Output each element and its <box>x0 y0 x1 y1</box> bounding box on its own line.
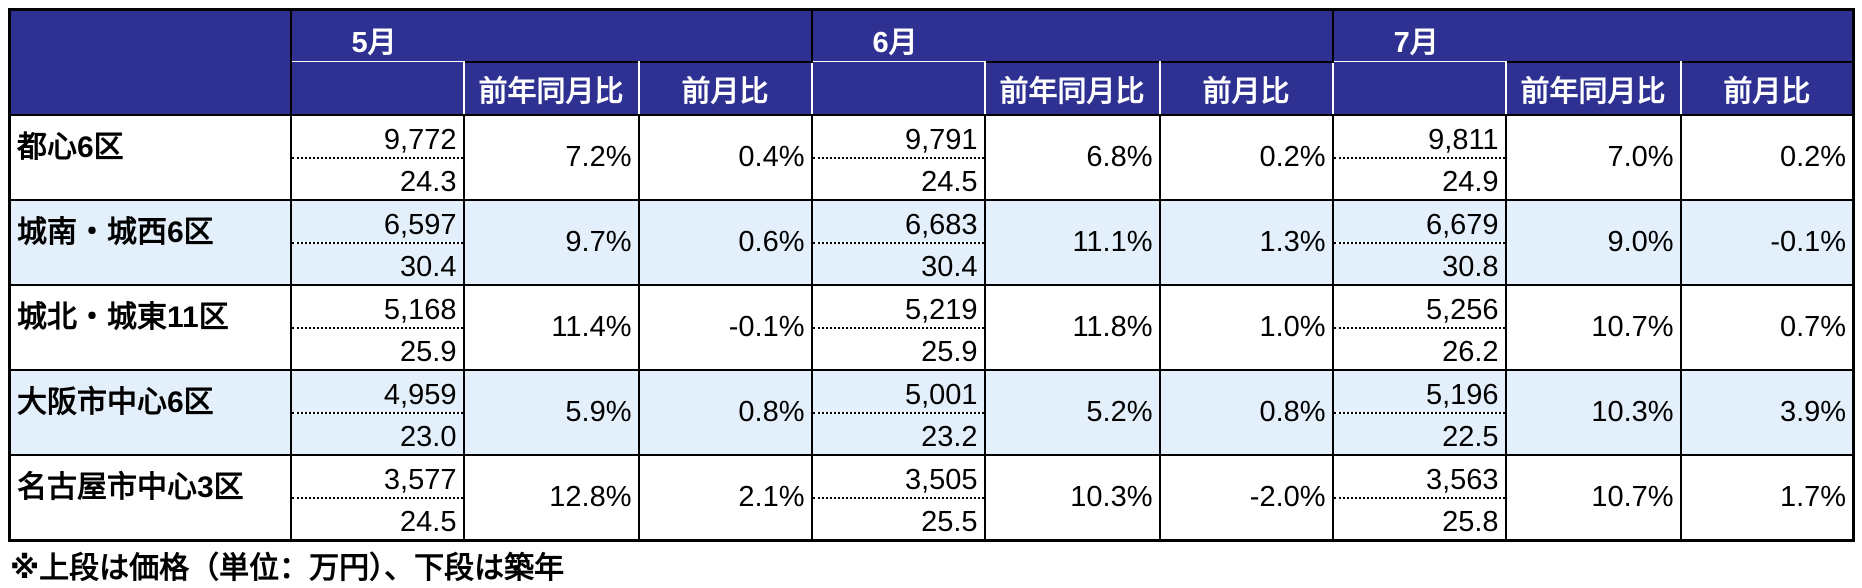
data-row-sub: 23.0 23.2 22.5 <box>10 413 1854 456</box>
yoy-cell: 9.7% <box>462 199 640 286</box>
yoy-cell: 6.8% <box>983 114 1161 201</box>
yoy-cell: 7.0% <box>1504 114 1682 201</box>
price-table: 5月 6月 7月 前年同月比 前月比 前年同月比 前月比 前年同月比 前月比 都心6区 9,772 7… <box>8 8 1856 542</box>
price-cell: 5,196 <box>1331 369 1507 414</box>
yoy-cell: 10.3% <box>983 454 1161 541</box>
data-row: 大阪市中心6区 4,959 5.9% 0.8% 5,001 5.2% 0.8% 5,196 10… <box>8 369 1855 456</box>
mom-cell: 3.9% <box>1679 369 1855 456</box>
age-cell: 25.9 <box>810 328 986 371</box>
yoy-cell: 12.8% <box>462 454 640 541</box>
price-cell: 9,772 <box>289 114 465 159</box>
data-row: 名古屋市中心3区 3,577 12.8% 2.1% 3,505 10.3% -2.0% 3,5… <box>8 454 1855 541</box>
price-cell: 6,683 <box>810 199 986 244</box>
price-cell: 3,563 <box>1331 454 1507 499</box>
area-name: 城北・城東11区 <box>8 284 292 371</box>
age-cell: 30.8 <box>1331 243 1507 286</box>
mom-cell: 0.8% <box>1158 369 1334 456</box>
price-cell: 9,791 <box>810 114 986 159</box>
data-row-sub: 24.5 25.5 25.8 <box>10 498 1854 541</box>
age-cell: 26.2 <box>1331 328 1507 371</box>
subheader: 前年同月比 <box>1504 61 1682 116</box>
area-name: 名古屋市中心3区 <box>8 454 292 541</box>
yoy-cell: 10.7% <box>1504 454 1682 541</box>
yoy-cell: 11.1% <box>983 199 1161 286</box>
area-name: 城南・城西6区 <box>8 199 292 286</box>
subheader: 前月比 <box>1679 61 1855 116</box>
corner-cell <box>8 8 292 116</box>
subheader: 前年同月比 <box>983 61 1161 116</box>
mom-cell: 0.2% <box>1158 114 1334 201</box>
mom-cell: 2.1% <box>637 454 813 541</box>
yoy-cell: 10.3% <box>1504 369 1682 456</box>
price-cell: 5,219 <box>810 284 986 329</box>
yoy-cell: 7.2% <box>462 114 640 201</box>
age-cell: 25.5 <box>810 498 986 541</box>
yoy-cell: 11.4% <box>462 284 640 371</box>
header-row: 5月 6月 7月 <box>8 8 1855 116</box>
header-blank <box>810 62 986 116</box>
yoy-cell: 11.8% <box>983 284 1161 371</box>
mom-cell: -2.0% <box>1158 454 1334 541</box>
yoy-cell: 10.7% <box>1504 284 1682 371</box>
age-cell: 22.5 <box>1331 413 1507 456</box>
price-cell: 3,505 <box>810 454 986 499</box>
data-row-sub: 25.9 25.9 26.2 <box>10 328 1854 371</box>
mom-cell: 0.8% <box>637 369 813 456</box>
data-row: 城北・城東11区 5,168 11.4% -0.1% 5,219 11.8% 1.0% 5,2… <box>8 284 1855 371</box>
subheader: 前月比 <box>1158 61 1334 116</box>
mom-cell: 0.7% <box>1679 284 1855 371</box>
price-cell: 4,959 <box>289 369 465 414</box>
footnote: ※上段は価格（単位：万円）、下段は築年 <box>10 552 565 585</box>
age-cell: 25.8 <box>1331 498 1507 541</box>
area-name: 都心6区 <box>8 114 292 201</box>
data-row-sub: 30.4 30.4 30.8 <box>10 243 1854 286</box>
age-cell: 23.2 <box>810 413 986 456</box>
price-cell: 5,256 <box>1331 284 1507 329</box>
data-row: 城南・城西6区 6,597 9.7% 0.6% 6,683 11.1% 1.3% 6,679 9… <box>8 199 1855 286</box>
header-blank <box>1331 62 1507 116</box>
price-cell: 9,811 <box>1331 114 1507 159</box>
subheader: 前月比 <box>637 61 813 116</box>
data-row: 都心6区 9,772 7.2% 0.4% 9,791 6.8% 0.2% 9,811 7.0% 0… <box>8 114 1855 201</box>
age-cell: 30.4 <box>289 243 465 286</box>
price-cell: 5,001 <box>810 369 986 414</box>
mom-cell: -0.1% <box>1679 199 1855 286</box>
age-cell: 24.9 <box>1331 158 1507 201</box>
month-header: 6月 <box>810 8 1334 62</box>
mom-cell: 1.0% <box>1158 284 1334 371</box>
price-cell: 6,597 <box>289 199 465 244</box>
month-header: 7月 <box>1331 8 1855 62</box>
price-cell: 6,679 <box>1331 199 1507 244</box>
subheader-row: 前年同月比 前月比 前年同月比 前月比 前年同月比 前月比 <box>10 61 1855 116</box>
age-cell: 24.5 <box>289 498 465 541</box>
age-cell: 30.4 <box>810 243 986 286</box>
data-row-sub: 24.3 24.5 24.9 <box>10 158 1854 201</box>
age-cell: 24.5 <box>810 158 986 201</box>
subheader: 前年同月比 <box>462 61 640 116</box>
mom-cell: 0.6% <box>637 199 813 286</box>
month-header: 5月 <box>289 8 813 62</box>
mom-cell: 1.7% <box>1679 454 1855 541</box>
yoy-cell: 5.9% <box>462 369 640 456</box>
price-cell: 5,168 <box>289 284 465 329</box>
age-cell: 23.0 <box>289 413 465 456</box>
age-cell: 24.3 <box>289 158 465 201</box>
yoy-cell: 5.2% <box>983 369 1161 456</box>
mom-cell: -0.1% <box>637 284 813 371</box>
mom-cell: 1.3% <box>1158 199 1334 286</box>
age-cell: 25.9 <box>289 328 465 371</box>
area-name: 大阪市中心6区 <box>8 369 292 456</box>
header-blank <box>289 62 465 116</box>
price-cell: 3,577 <box>289 454 465 499</box>
yoy-cell: 9.0% <box>1504 199 1682 286</box>
mom-cell: 0.2% <box>1679 114 1855 201</box>
mom-cell: 0.4% <box>637 114 813 201</box>
